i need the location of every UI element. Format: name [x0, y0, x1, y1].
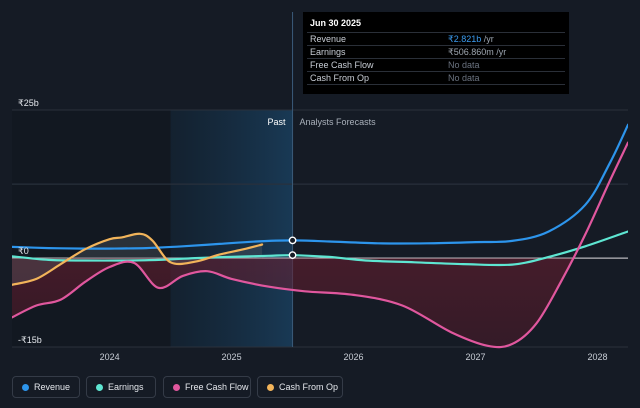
series-line-free-cash-flow: [12, 141, 628, 349]
forecast-label: Analysts Forecasts: [300, 117, 377, 127]
tooltip-value: No data: [448, 73, 480, 83]
legend-free-cash-flow-toggle[interactable]: Free Cash Flow: [163, 376, 251, 398]
series-line-cash-from-op: [12, 232, 264, 286]
tooltip-row-revenue: Revenue ₹2.821b /yr: [303, 32, 569, 45]
marker-earnings: [288, 251, 297, 260]
y-tick-label: ₹25b: [18, 98, 39, 108]
highlight-region: [170, 110, 293, 347]
legend-dot-icon: [22, 384, 29, 391]
series-area-free-cash-flow: [12, 258, 628, 348]
past-label: Past: [268, 117, 287, 127]
legend-earnings-toggle[interactable]: Earnings: [86, 376, 156, 398]
tooltip-value: ₹2.821b /yr: [448, 34, 494, 44]
tooltip-date: Jun 30 2025: [310, 18, 362, 28]
tooltip-row-free-cash-flow: Free Cash Flow No data: [303, 58, 569, 71]
tooltip-panel: Jun 30 2025 Revenue ₹2.821b /yr Earnings…: [303, 12, 569, 94]
legend-dot-icon: [173, 384, 180, 391]
tooltip-row-cash-from-op: Cash From Op No data: [303, 71, 569, 84]
x-tick-label: 2027: [466, 352, 486, 362]
x-tick-label: 2025: [222, 352, 242, 362]
legend-cash-from-op-toggle[interactable]: Cash From Op: [257, 376, 343, 398]
legend-dot-icon: [267, 384, 274, 391]
tooltip-label: Free Cash Flow: [310, 60, 374, 70]
legend-dot-icon: [96, 384, 103, 391]
tooltip-label: Cash From Op: [310, 73, 370, 83]
tooltip-value: ₹506.860m /yr: [448, 47, 507, 57]
series-line-revenue: [12, 123, 628, 250]
x-tick-label: 2028: [587, 352, 607, 362]
tooltip-label: Revenue: [310, 34, 347, 44]
y-tick-label: -₹15b: [18, 335, 42, 345]
tooltip-value: No data: [448, 60, 480, 70]
y-tick-label: ₹0: [18, 246, 29, 256]
tooltip-row-earnings: Earnings ₹506.860m /yr: [303, 45, 569, 58]
legend-revenue-toggle[interactable]: Revenue: [12, 376, 80, 398]
tooltip-label: Earnings: [310, 47, 346, 57]
marker-revenue: [288, 236, 297, 245]
x-tick-label: 2026: [344, 352, 364, 362]
x-tick-label: 2024: [100, 352, 120, 362]
